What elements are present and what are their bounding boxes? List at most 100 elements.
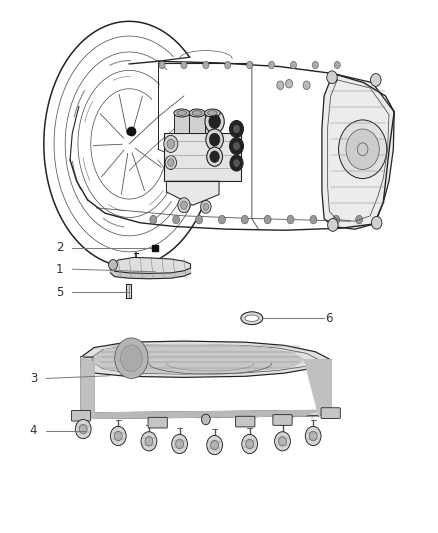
Circle shape [206,129,223,150]
Circle shape [305,426,321,446]
Bar [164,133,241,181]
Circle shape [165,156,177,169]
Circle shape [210,151,219,163]
Text: 1: 1 [56,263,64,276]
Circle shape [219,215,226,224]
Circle shape [287,215,294,224]
Circle shape [230,120,244,138]
Text: 5: 5 [56,286,64,298]
Circle shape [145,437,153,446]
Circle shape [110,426,126,446]
Circle shape [207,147,223,166]
Circle shape [233,142,240,150]
Bar [189,113,205,133]
Circle shape [141,432,157,451]
Circle shape [173,215,180,224]
Circle shape [371,216,382,229]
Circle shape [333,215,340,224]
Polygon shape [126,284,131,298]
FancyBboxPatch shape [148,417,167,428]
Ellipse shape [208,110,217,116]
Polygon shape [94,344,304,373]
Circle shape [277,81,284,90]
Circle shape [201,414,210,425]
FancyBboxPatch shape [273,415,292,425]
Polygon shape [110,265,191,279]
Circle shape [207,435,223,455]
Polygon shape [81,357,94,418]
Polygon shape [81,341,331,377]
Circle shape [242,434,258,454]
Circle shape [172,434,187,454]
Circle shape [176,439,184,449]
Ellipse shape [174,109,190,117]
Circle shape [310,215,317,224]
FancyBboxPatch shape [321,408,340,418]
Circle shape [290,61,297,69]
Polygon shape [81,357,94,418]
Ellipse shape [245,315,259,321]
Ellipse shape [192,110,202,116]
Circle shape [203,61,209,69]
Ellipse shape [241,312,263,325]
Circle shape [75,419,91,439]
Text: 4: 4 [30,424,37,437]
Circle shape [181,61,187,69]
Circle shape [209,115,220,128]
Text: 3: 3 [30,372,37,385]
Circle shape [346,129,379,169]
Polygon shape [319,360,331,416]
Circle shape [167,139,175,149]
FancyBboxPatch shape [71,410,91,421]
Polygon shape [81,410,331,418]
Ellipse shape [177,110,187,116]
Circle shape [264,215,271,224]
Polygon shape [166,181,219,205]
Circle shape [203,203,209,211]
Circle shape [241,215,248,224]
Bar [174,113,190,133]
Circle shape [79,424,87,434]
Circle shape [327,71,337,84]
Circle shape [168,159,174,166]
Circle shape [201,200,211,213]
Circle shape [225,61,231,69]
Circle shape [334,61,340,69]
Circle shape [279,437,286,446]
Text: 6: 6 [325,312,333,325]
Circle shape [275,432,290,451]
Ellipse shape [205,109,220,117]
Circle shape [205,110,224,133]
Polygon shape [304,360,331,416]
Circle shape [233,159,240,167]
Circle shape [268,61,275,69]
Circle shape [150,215,157,224]
Polygon shape [81,410,319,418]
Circle shape [211,440,219,450]
Circle shape [339,120,387,179]
Circle shape [109,260,117,270]
Circle shape [195,215,202,224]
Circle shape [164,135,178,152]
Circle shape [303,81,310,90]
Circle shape [180,201,187,209]
Circle shape [115,338,148,378]
Circle shape [356,215,363,224]
Circle shape [286,79,293,88]
FancyBboxPatch shape [236,416,255,427]
Circle shape [246,439,254,449]
Circle shape [312,61,318,69]
Circle shape [159,61,165,69]
Polygon shape [110,257,191,273]
Circle shape [328,219,338,231]
Circle shape [178,198,190,213]
Ellipse shape [189,109,205,117]
Circle shape [357,143,368,156]
Circle shape [230,155,243,171]
Circle shape [309,431,317,441]
Circle shape [233,125,240,133]
Circle shape [114,431,122,441]
Circle shape [209,133,220,146]
Circle shape [230,138,244,155]
Circle shape [352,136,374,163]
